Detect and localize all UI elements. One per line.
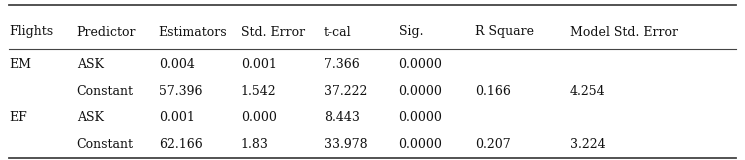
Text: 7.366: 7.366 bbox=[324, 58, 360, 71]
Text: 0.0000: 0.0000 bbox=[399, 111, 443, 124]
Text: Std. Error: Std. Error bbox=[241, 25, 305, 39]
Text: 0.0000: 0.0000 bbox=[399, 137, 443, 151]
Text: 0.166: 0.166 bbox=[475, 85, 511, 98]
Text: 1.83: 1.83 bbox=[241, 137, 268, 151]
Text: 8.443: 8.443 bbox=[324, 111, 360, 124]
Text: 3.224: 3.224 bbox=[570, 137, 606, 151]
Text: Sig.: Sig. bbox=[399, 25, 423, 39]
Text: R Square: R Square bbox=[475, 25, 534, 39]
Text: Flights: Flights bbox=[9, 25, 53, 39]
Text: t-cal: t-cal bbox=[324, 25, 352, 39]
Text: Model Std. Error: Model Std. Error bbox=[570, 25, 678, 39]
Text: 0.000: 0.000 bbox=[241, 111, 276, 124]
Text: Estimators: Estimators bbox=[159, 25, 227, 39]
Text: EM: EM bbox=[9, 58, 31, 71]
Text: Constant: Constant bbox=[77, 137, 134, 151]
Text: 37.222: 37.222 bbox=[324, 85, 367, 98]
Text: 0.207: 0.207 bbox=[475, 137, 511, 151]
Text: 0.0000: 0.0000 bbox=[399, 58, 443, 71]
Text: 62.166: 62.166 bbox=[159, 137, 203, 151]
Text: 0.004: 0.004 bbox=[159, 58, 194, 71]
Text: 1.542: 1.542 bbox=[241, 85, 276, 98]
Text: Constant: Constant bbox=[77, 85, 134, 98]
Text: ASK: ASK bbox=[77, 58, 104, 71]
Text: Predictor: Predictor bbox=[77, 25, 136, 39]
Text: 0.0000: 0.0000 bbox=[399, 85, 443, 98]
Text: 0.001: 0.001 bbox=[159, 111, 194, 124]
Text: EF: EF bbox=[9, 111, 27, 124]
Text: 57.396: 57.396 bbox=[159, 85, 202, 98]
Text: 0.001: 0.001 bbox=[241, 58, 276, 71]
Text: ASK: ASK bbox=[77, 111, 104, 124]
Text: 4.254: 4.254 bbox=[570, 85, 606, 98]
Text: 33.978: 33.978 bbox=[324, 137, 368, 151]
